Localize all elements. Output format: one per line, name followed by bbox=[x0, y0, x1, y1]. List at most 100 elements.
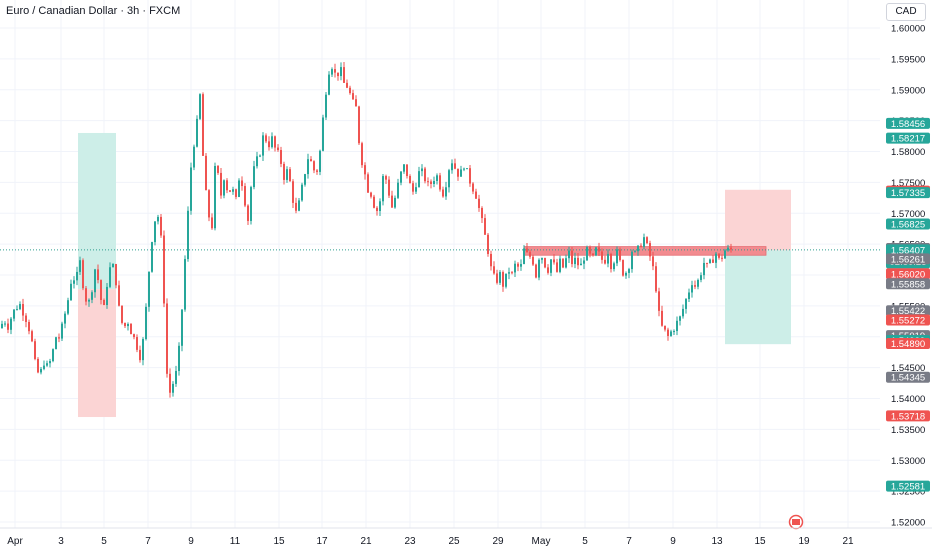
resistance-zone[interactable] bbox=[523, 246, 767, 256]
candle-body bbox=[1, 323, 3, 329]
candle-body bbox=[223, 180, 225, 196]
candle-body bbox=[592, 253, 594, 256]
candle-body bbox=[709, 259, 711, 264]
price-label[interactable]: 1.55858 bbox=[886, 278, 930, 290]
y-tick-label: 1.52000 bbox=[891, 518, 925, 529]
price-label-bg bbox=[886, 253, 930, 265]
candle-body bbox=[217, 165, 219, 173]
candle-body bbox=[187, 210, 189, 260]
candle-body bbox=[46, 363, 48, 366]
candle-body bbox=[64, 313, 66, 324]
time-axis[interactable]: Apr 3 5 7 9 11 15 17 21 23 25 29 May 5 7 9 13 15 19 21 bbox=[0, 527, 932, 547]
price-label[interactable]: 1.54345 bbox=[886, 371, 930, 384]
candle-body bbox=[421, 168, 423, 172]
price-label-bg bbox=[886, 338, 930, 350]
price-label[interactable]: 1.58217 bbox=[886, 132, 930, 145]
candle-body bbox=[499, 272, 501, 283]
candle-body bbox=[418, 171, 420, 188]
candle-body bbox=[151, 242, 153, 272]
candle-body bbox=[667, 329, 669, 336]
price-label[interactable]: 1.55422 bbox=[886, 305, 930, 317]
candle-body bbox=[349, 87, 351, 94]
candle-body bbox=[445, 187, 447, 197]
candle-body bbox=[34, 341, 36, 359]
price-label-bg bbox=[886, 218, 930, 230]
candle-body bbox=[589, 247, 591, 254]
candle-body bbox=[670, 331, 672, 336]
candle-body bbox=[367, 174, 369, 193]
candle-body bbox=[91, 292, 93, 300]
candle-body bbox=[316, 170, 318, 172]
price-label-bg bbox=[886, 371, 930, 383]
candle-body bbox=[628, 269, 630, 273]
candle-body bbox=[508, 272, 510, 274]
price-label[interactable]: 1.58456 bbox=[886, 117, 930, 130]
candle-body bbox=[703, 262, 705, 276]
currency-selector[interactable]: CAD bbox=[886, 3, 926, 21]
loss-zone[interactable] bbox=[78, 289, 116, 418]
price-label[interactable]: 1.57335 bbox=[886, 187, 930, 199]
candle-body bbox=[661, 310, 663, 326]
x-tick-label: 7 bbox=[145, 536, 151, 547]
candle-body bbox=[673, 331, 675, 333]
candle-body bbox=[625, 272, 627, 276]
candle-body bbox=[643, 237, 645, 247]
candle-body bbox=[442, 189, 444, 197]
candle-body bbox=[505, 273, 507, 287]
price-label[interactable]: 1.56020 bbox=[886, 268, 930, 280]
candle-body bbox=[646, 237, 648, 244]
candle-body bbox=[415, 187, 417, 192]
position-zones[interactable] bbox=[78, 132, 791, 418]
candle-body bbox=[172, 383, 174, 393]
candle-body bbox=[700, 275, 702, 280]
candle-body bbox=[424, 168, 426, 182]
price-label[interactable]: 1.54890 bbox=[886, 338, 930, 350]
candle-body bbox=[433, 181, 435, 184]
candle-body bbox=[298, 200, 300, 211]
candle-body bbox=[22, 304, 24, 316]
price-label-bg bbox=[886, 117, 930, 129]
candle-body bbox=[379, 201, 381, 212]
candle-body bbox=[634, 251, 636, 253]
candle-body bbox=[430, 181, 432, 184]
candle-body bbox=[10, 318, 12, 330]
x-tick-label: 19 bbox=[798, 536, 810, 547]
price-label[interactable]: 1.52581 bbox=[886, 480, 930, 493]
candle-body bbox=[484, 218, 486, 235]
event-flag-icon[interactable] bbox=[788, 514, 804, 530]
candle-body bbox=[85, 288, 87, 302]
candle-body bbox=[712, 259, 714, 263]
loss-zone[interactable] bbox=[725, 189, 791, 251]
candle-body bbox=[526, 248, 528, 253]
candle-body bbox=[28, 321, 30, 332]
candle-body bbox=[586, 247, 588, 261]
price-label[interactable]: 1.56261 bbox=[886, 253, 930, 265]
price-axis[interactable]: 1.600001.595001.590001.585001.580001.575… bbox=[886, 24, 930, 529]
price-label[interactable]: 1.56825 bbox=[886, 218, 930, 231]
price-label-text: 1.58456 bbox=[891, 119, 925, 130]
candle-body bbox=[655, 266, 657, 292]
price-label[interactable]: 1.53718 bbox=[886, 410, 930, 422]
candle-body bbox=[190, 167, 192, 211]
price-label[interactable]: 1.55272 bbox=[886, 314, 930, 326]
candle-body bbox=[370, 192, 372, 197]
candle-body bbox=[169, 373, 171, 393]
price-label-text: 1.56020 bbox=[891, 269, 925, 280]
price-label-bg bbox=[886, 132, 930, 144]
candle-body bbox=[136, 337, 138, 350]
candle-body bbox=[295, 202, 297, 211]
candle-body bbox=[4, 323, 6, 325]
candle-body bbox=[439, 175, 441, 190]
candle-body bbox=[304, 174, 306, 185]
price-label-text: 1.55858 bbox=[891, 279, 925, 290]
candle-body bbox=[166, 303, 168, 374]
profit-zone[interactable] bbox=[725, 250, 791, 345]
candle-body bbox=[571, 250, 573, 265]
candle-body bbox=[691, 285, 693, 293]
candle-body bbox=[610, 253, 612, 270]
candle-body bbox=[676, 320, 678, 332]
candle-body bbox=[310, 159, 312, 162]
price-label-text: 1.55422 bbox=[891, 306, 925, 317]
candle-body bbox=[679, 316, 681, 321]
